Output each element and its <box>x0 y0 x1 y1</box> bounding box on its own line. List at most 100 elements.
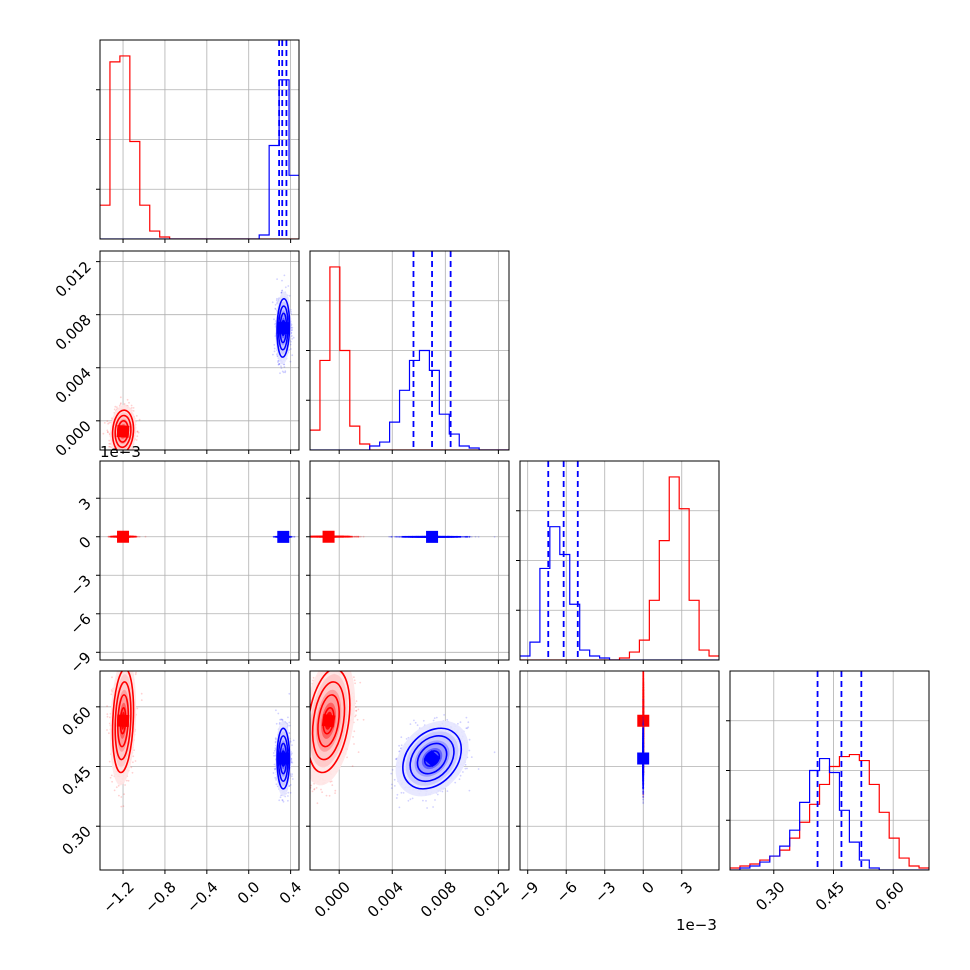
sample-point <box>275 535 277 538</box>
sample-point <box>284 370 287 372</box>
histogram-panel-1 <box>306 250 510 454</box>
sample-point <box>135 439 138 441</box>
sample-point <box>271 301 274 304</box>
sample-point <box>275 299 278 302</box>
sample-point <box>109 535 112 538</box>
sample-point <box>123 403 126 405</box>
sample-point <box>130 404 133 407</box>
sample-point <box>134 445 137 448</box>
y-tick-label: 0.004 <box>52 364 95 407</box>
sample-point <box>277 360 279 362</box>
sample-point <box>133 535 136 538</box>
sample-point <box>274 323 276 326</box>
scatter-panel-2-0: −9−6−303 <box>66 460 300 677</box>
sample-point <box>289 343 292 346</box>
sample-point <box>120 402 122 405</box>
sample-point <box>280 367 283 369</box>
sample-point <box>107 431 109 433</box>
sample-point <box>291 326 294 329</box>
sample-point <box>292 336 295 339</box>
sample-point <box>277 363 280 366</box>
sample-point <box>135 535 137 538</box>
sample-point <box>291 329 293 331</box>
sample-point <box>109 445 111 448</box>
sample-point <box>278 363 281 365</box>
sample-point <box>135 535 138 538</box>
sample-point <box>133 535 136 538</box>
sample-point <box>282 371 285 374</box>
density-peak <box>117 530 130 543</box>
sample-point <box>107 535 110 538</box>
sample-point <box>274 308 277 310</box>
sample-point <box>120 464 122 466</box>
sample-point <box>276 302 278 305</box>
sample-point <box>291 354 294 357</box>
sample-point <box>273 344 276 346</box>
contour-line <box>114 414 132 449</box>
sample-point <box>134 535 136 538</box>
sample-point <box>274 304 277 306</box>
sample-point <box>116 463 118 465</box>
panel-frame <box>309 250 510 451</box>
sample-point <box>113 408 116 411</box>
sample-point <box>281 289 284 292</box>
sample-point <box>134 535 137 538</box>
sample-point <box>108 445 110 448</box>
sample-point <box>274 307 277 310</box>
sample-point <box>284 286 287 289</box>
sample-point <box>107 422 109 425</box>
sample-point <box>107 535 110 538</box>
sample-point <box>135 415 138 417</box>
sample-point <box>136 430 139 433</box>
sample-point <box>108 421 111 424</box>
sample-point <box>133 535 136 538</box>
sample-point <box>279 372 281 375</box>
contour-line <box>111 409 135 450</box>
sample-point <box>276 297 278 300</box>
sample-point <box>106 429 109 432</box>
sample-point <box>132 410 135 412</box>
sample-point <box>109 535 111 538</box>
sample-point <box>110 535 113 538</box>
sample-point <box>274 535 277 538</box>
sample-point <box>133 535 136 538</box>
density-peak <box>277 321 290 335</box>
sample-point <box>108 535 111 538</box>
sample-point <box>273 318 275 321</box>
sample-point <box>115 462 117 464</box>
sample-point <box>287 285 290 287</box>
sample-point <box>274 535 277 538</box>
sample-point <box>293 535 296 538</box>
sample-point <box>136 435 139 438</box>
sample-point <box>133 535 136 538</box>
y-tick-label: 0.000 <box>52 417 95 460</box>
sample-point <box>135 535 138 538</box>
sample-point <box>135 535 138 538</box>
sample-point <box>281 279 283 282</box>
sample-point <box>289 360 292 363</box>
y-tick-label: 0.012 <box>52 258 95 301</box>
sample-point <box>109 535 112 538</box>
sample-point <box>274 535 277 538</box>
sample-point <box>119 396 122 399</box>
sample-point <box>134 535 137 538</box>
sample-point <box>291 335 293 337</box>
sample-point <box>114 405 117 408</box>
sample-point <box>273 347 276 350</box>
histogram-series-0 <box>100 55 299 239</box>
sample-point <box>290 340 292 343</box>
sample-point <box>276 301 279 304</box>
sample-point <box>135 535 137 538</box>
sample-point <box>284 371 287 374</box>
sample-point <box>119 474 121 476</box>
sample-point <box>273 535 276 538</box>
sample-point <box>283 366 286 368</box>
sample-point <box>289 535 292 538</box>
histogram-panel-0 <box>96 39 300 243</box>
sample-point <box>130 407 133 409</box>
sample-point <box>134 535 137 538</box>
sample-point <box>275 535 278 538</box>
sample-point <box>134 535 136 538</box>
sample-point <box>137 535 140 538</box>
y-tick-label: 0.008 <box>52 311 95 354</box>
